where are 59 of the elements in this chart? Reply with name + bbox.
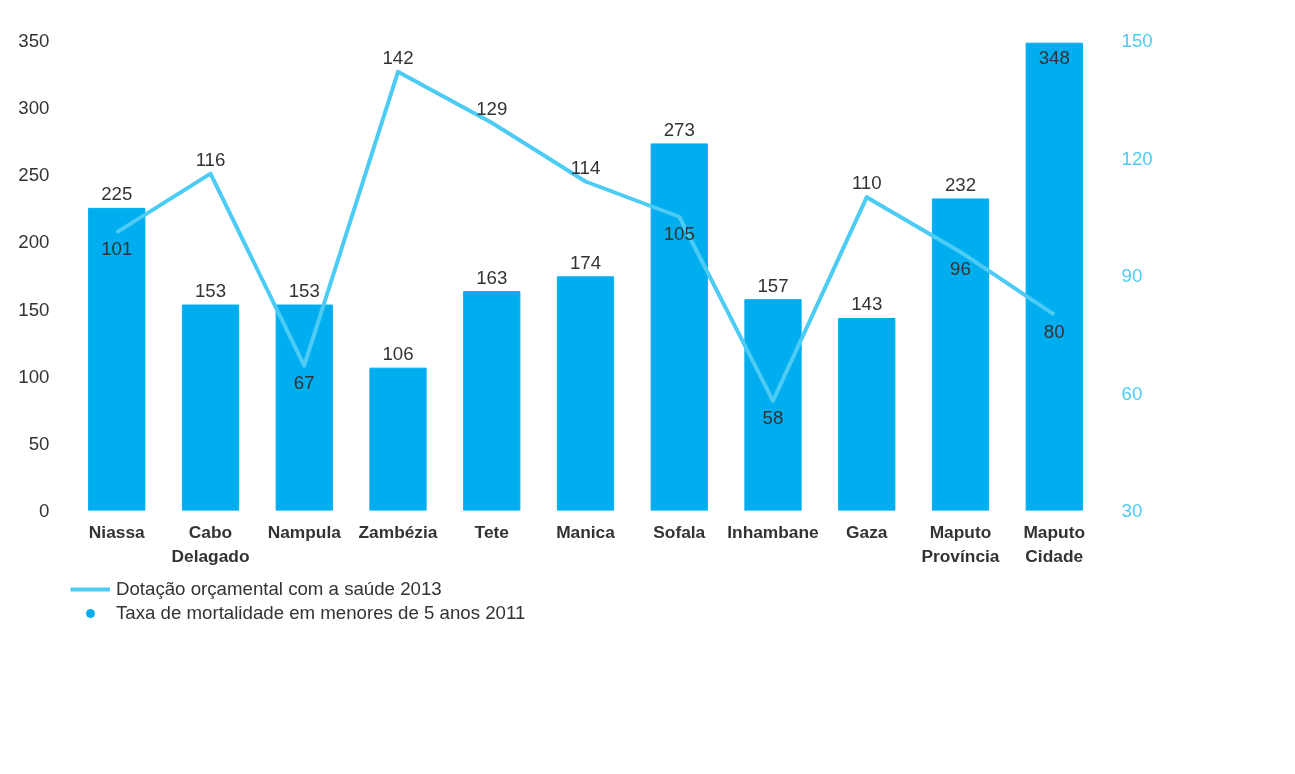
x-tick-label: Sofala	[653, 521, 706, 542]
y-tick-label: 0	[39, 500, 50, 521]
data-label: 142	[382, 46, 414, 68]
data-label: 67	[293, 371, 315, 393]
data-label: 114	[570, 156, 601, 178]
y2-tick-label: 30	[1121, 500, 1143, 521]
data-label: 232	[944, 173, 977, 195]
y2-tick-label: 60	[1121, 382, 1143, 404]
bar	[275, 304, 333, 511]
y-tick-label: 200	[18, 231, 50, 253]
data-label: 101	[101, 238, 133, 260]
data-label: 225	[101, 183, 133, 205]
data-label: 106	[382, 343, 414, 365]
y-tick-label: 100	[18, 365, 50, 387]
x-tick-label: Niassa	[88, 521, 146, 542]
x-tick-label: Zambézia	[358, 521, 438, 542]
bar	[931, 198, 990, 511]
data-label: 129	[476, 97, 508, 119]
data-label: 105	[663, 222, 695, 244]
x-tick-label: Gaza	[846, 521, 888, 542]
data-label: 143	[851, 293, 883, 315]
y-tick-label: 50	[28, 432, 50, 454]
bar	[181, 304, 240, 511]
data-label: 58	[762, 406, 784, 428]
x-tick-label: Inhambane	[727, 521, 820, 542]
y-tick-label: 250	[18, 164, 50, 186]
bar	[650, 143, 708, 511]
data-label: 348	[1038, 47, 1070, 69]
y2-tick-label: 90	[1121, 265, 1143, 286]
data-label: 153	[288, 280, 320, 302]
y2-tick-label: 150	[1121, 30, 1153, 51]
y-tick-label: 300	[18, 97, 50, 119]
legend-label: Dotação orçamental com a saúde 2013	[116, 578, 442, 600]
x-tick-label: Cabo Delagado	[171, 521, 250, 566]
x-tick-label: Manica	[556, 521, 616, 542]
y2-tick-label: 120	[1121, 147, 1153, 169]
bar	[369, 367, 427, 511]
legend-label: Taxa de mortalidade em menores de 5 anos 2011	[116, 602, 526, 624]
x-tick-label: Nampula	[267, 521, 342, 542]
data-label: 163	[476, 266, 508, 288]
data-label: 153	[194, 280, 227, 302]
x-tick-label: Maputo Cidade	[1023, 521, 1086, 566]
data-label: 157	[757, 274, 789, 296]
y-tick-label: 350	[18, 30, 50, 51]
bar	[744, 299, 802, 511]
data-label: 273	[663, 118, 695, 140]
bar	[463, 291, 521, 511]
x-tick-label: Tete	[474, 521, 510, 542]
bar	[838, 317, 896, 511]
data-label: 116	[195, 148, 226, 170]
bar	[88, 207, 146, 511]
x-tick-label: Maputo Província	[921, 521, 1000, 566]
data-label: 110	[851, 172, 882, 194]
data-label: 174	[569, 251, 602, 273]
bar	[556, 276, 615, 511]
data-label: 80	[1043, 320, 1065, 342]
y-tick-label: 150	[18, 298, 50, 320]
data-label: 96	[950, 258, 971, 279]
bar	[1025, 42, 1083, 511]
